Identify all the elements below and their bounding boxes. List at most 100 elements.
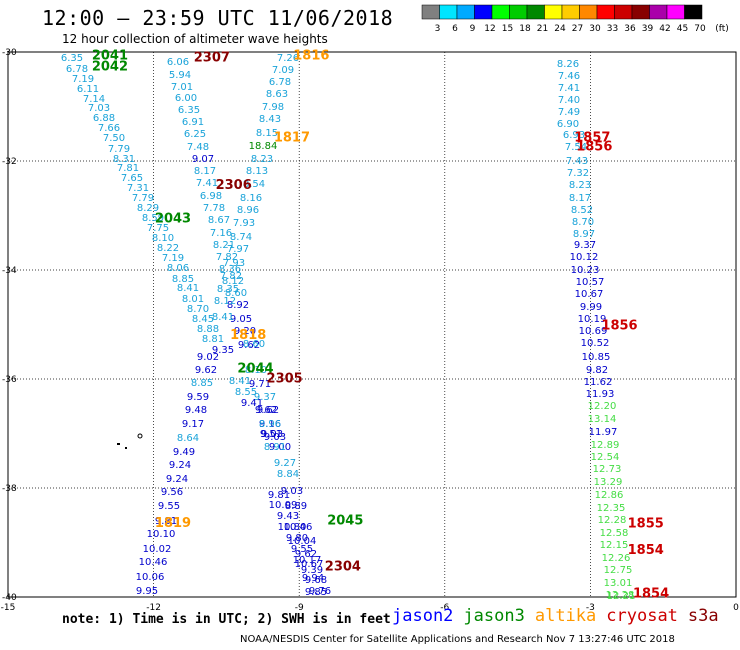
page-subtitle: 12 hour collection of altimeter wave hei… [62,32,328,46]
wave-height-value: 7.75 [147,223,169,234]
track-a-values: 6.356.787.196.117.147.036.887.667.507.79… [61,53,234,597]
wave-height-value: 8.10 [245,365,267,376]
wave-height-value: 8.21 [213,240,235,251]
wave-height-value: 7.66 [98,123,120,134]
pass-time-label: 1818 [230,328,266,343]
wave-height-value: 7.41 [196,178,218,189]
wave-height-value: 7.19 [72,74,94,85]
wave-height-value: 9.05 [230,314,252,325]
wave-height-value: 6.35 [178,105,200,116]
y-tick-label: -32 [2,157,17,167]
wave-height-value: 8.70 [187,304,209,315]
wave-height-value: 9.16 [259,419,281,430]
wave-height-value: 7.54 [565,142,587,153]
track-b-values: 6.06 5.947.016.006.356.916.25 7.489.078.17… [167,57,327,598]
wave-height-value: 12.28 [598,515,627,526]
wave-height-value: 8.01 [182,294,204,305]
pass-time-label: 1817 [274,130,310,145]
pass-time-label: 2045 [327,514,363,529]
wave-height-value: 9.81 [268,490,290,501]
wave-height-value: 10.67 [575,289,604,300]
wave-height-value: 12.20 [588,401,617,412]
wave-height-value: 8.89 [285,501,307,512]
x-tick-label: -12 [146,603,161,613]
wave-height-value: 11.97 [589,427,618,438]
wave-height-color-scale: 3 6 9 12 15 18 21 24 27 30 33 36 39 42 45 70 (ft) [421,4,729,34]
wave-height-value: 7.82 [216,252,238,263]
wave-height-value: 10.23 [571,265,600,276]
wave-height-value: 6.93 [563,130,585,141]
y-tick-label: -40 [2,593,17,603]
scale-label: 12 [484,24,495,34]
wave-height-value: 7.49 [558,107,580,118]
x-tick-label: -3 [586,603,595,613]
wave-height-value: 9.80 [286,533,308,544]
satellite-legend-altika: altika [534,606,597,626]
scale-label: 30 [589,24,601,34]
wave-height-value: 8.84 [277,469,299,480]
wave-height-value: 8.60 [243,339,265,350]
wave-height-value: 10.80 [278,522,307,533]
wave-height-value: 7.78 [203,203,225,214]
wave-height-value: 10.57 [576,277,605,288]
wave-height-value: 12.21 [607,591,636,602]
scale-label: 15 [502,24,513,34]
wave-height-value: 10.06 [136,572,165,583]
wave-height-value: 7.19 [162,253,184,264]
wave-height-value: 8.64 [177,433,199,444]
wave-height-value: 8.54 [243,179,265,190]
wave-height-value: 7.79 [132,193,154,204]
scale-swatch [684,4,703,20]
wave-height-value: 10.04 [288,536,317,547]
wave-height-value: 8.67 [208,215,230,226]
wave-height-value: 9.94 [302,573,324,584]
wave-height-value: 12.58 [600,528,629,539]
wave-height-value: 7.31 [127,183,149,194]
wave-height-value: 7.48 [187,142,209,153]
x-tick-label: -9 [295,603,304,613]
wave-height-value: 8.85 [191,378,213,389]
wave-height-value: 7.79 [108,144,130,155]
track-d-values: 8.267.467.417.407.496.906.937.54 7.437.32… [557,59,635,602]
wave-height-value: 8.26 [557,59,579,70]
wave-height-value: 13.29 [594,477,623,488]
scale-label: 27 [572,24,583,34]
wave-height-value: 6.91 [182,117,204,128]
wave-height-value: 9.62 [195,365,217,376]
wave-height-value: 9.81 [155,516,177,527]
wave-height-value: 10.69 [579,326,608,337]
wave-height-value: 7.16 [210,228,232,239]
wave-height-value: 10.02 [143,544,172,555]
pass-time-label: 2044 [237,362,273,377]
wave-height-value: 13.01 [604,578,633,589]
wave-height-value: 8.22 [157,243,179,254]
wave-height-value: 8.41 [177,283,199,294]
wave-height-value: 9.03 [264,432,286,443]
wave-height-value: 12.15 [600,540,629,551]
page-title: 12:00 – 23:59 UTC 11/06/2018 [42,6,394,30]
wave-height-value: 7.82 [220,271,242,282]
scale-label: 45 [677,24,688,34]
wave-height-value: 8.88 [197,324,219,335]
island-outlines [117,433,143,449]
wave-height-value: 6.11 [77,84,99,95]
wave-height-value: 8.92 [227,300,249,311]
pass-time-label: 1854 [628,543,664,558]
wave-height-value: 12.35 [597,503,626,514]
wave-height-value: 10.19 [578,314,607,325]
scale-label: 24 [554,24,566,34]
wave-height-value: 9.82 [586,365,608,376]
wave-height-value: 12.73 [593,464,622,475]
wave-height-value: 8.29 [137,203,159,214]
wave-height-value: 8.43 [259,114,281,125]
wave-height-value: 7.09 [272,65,294,76]
wave-height-value: 8.45 [192,314,214,325]
wave-height-value: 9.55 [158,501,180,512]
wave-height-value: 8.91 [264,442,286,453]
x-tick-label: 0 [733,603,739,613]
wave-height-value: 8.13 [246,166,268,177]
wave-height-value: 6.06 [167,57,189,68]
scale-unit: (ft) [715,24,729,34]
x-tick-label: -15 [1,603,16,613]
wave-height-value: 8.70 [572,217,594,228]
